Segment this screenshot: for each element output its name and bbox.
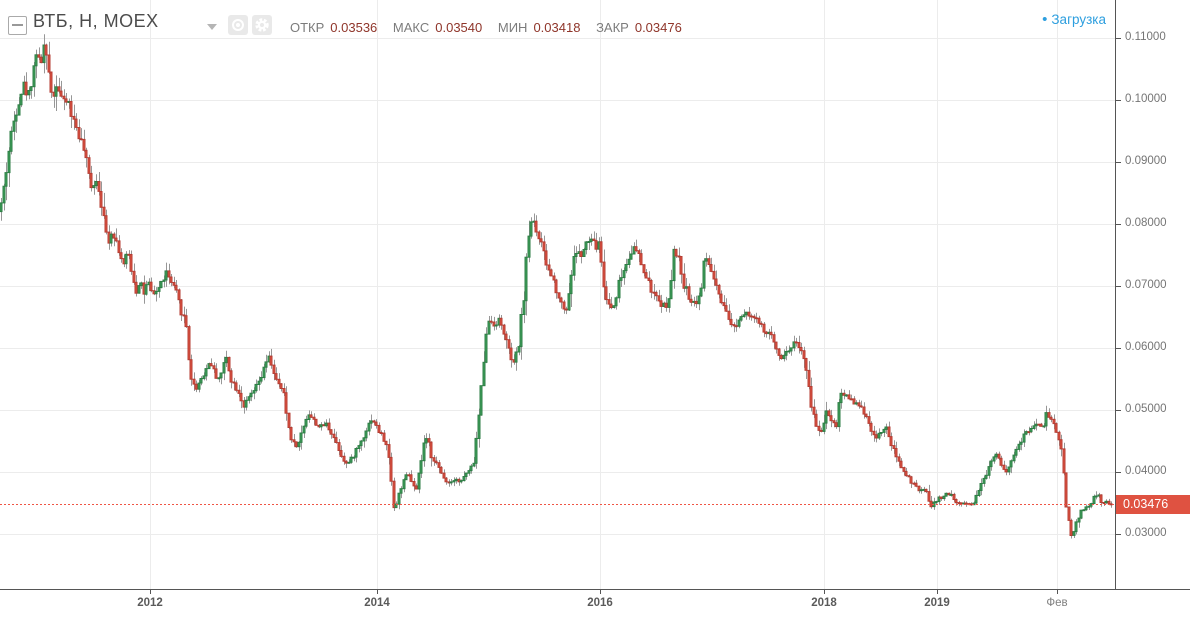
- price-chart[interactable]: [0, 0, 1115, 589]
- time-axis-label: 2014: [364, 597, 390, 609]
- price-tick: [1116, 409, 1121, 411]
- price-tick: [1116, 37, 1121, 39]
- time-tick: [600, 590, 601, 594]
- price-axis-label: 0.08000: [1125, 217, 1167, 229]
- chevron-down-icon[interactable]: [207, 24, 217, 30]
- time-axis-label: 2012: [137, 597, 163, 609]
- price-axis-label: 0.07000: [1125, 279, 1167, 291]
- time-tick: [824, 590, 825, 594]
- price-axis-label: 0.09000: [1125, 155, 1167, 167]
- hide-indicator-button[interactable]: [228, 15, 248, 35]
- time-axis-label: 2019: [924, 597, 950, 609]
- price-axis-label: 0.06000: [1125, 341, 1167, 353]
- price-axis-label: 0.10000: [1125, 93, 1167, 105]
- price-tick: [1116, 471, 1121, 473]
- current-price-tag: 0.03476: [1116, 494, 1190, 514]
- time-tick: [150, 590, 151, 594]
- price-tick: [1116, 161, 1121, 163]
- time-tick: [1057, 590, 1058, 594]
- time-axis-label: Фев: [1046, 597, 1068, 609]
- symbol-title[interactable]: ВТБ, Н, MOEX: [33, 11, 159, 31]
- price-tick: [1116, 285, 1121, 287]
- gear-icon: [255, 18, 269, 32]
- price-axis[interactable]: 0.11000 0.10000 0.09000 0.08000 0.07000 0.060…: [1115, 0, 1190, 589]
- time-tick: [377, 590, 378, 594]
- time-axis[interactable]: 2012 2014 2016 2018 2019 Фев: [0, 589, 1190, 622]
- eye-icon: [232, 19, 244, 31]
- price-tick: [1116, 533, 1121, 535]
- price-axis-label: 0.04000: [1125, 465, 1167, 477]
- price-tick: [1116, 99, 1121, 101]
- price-axis-label: 0.05000: [1125, 403, 1167, 415]
- price-tick: [1116, 347, 1121, 349]
- time-axis-label: 2018: [811, 597, 837, 609]
- time-tick: [937, 590, 938, 594]
- price-axis-label: 0.11000: [1125, 31, 1166, 43]
- settings-button[interactable]: [252, 15, 272, 35]
- price-tick: [1116, 223, 1121, 225]
- collapse-icon[interactable]: [8, 16, 27, 35]
- price-axis-label: 0.03000: [1125, 527, 1167, 539]
- time-axis-label: 2016: [587, 597, 613, 609]
